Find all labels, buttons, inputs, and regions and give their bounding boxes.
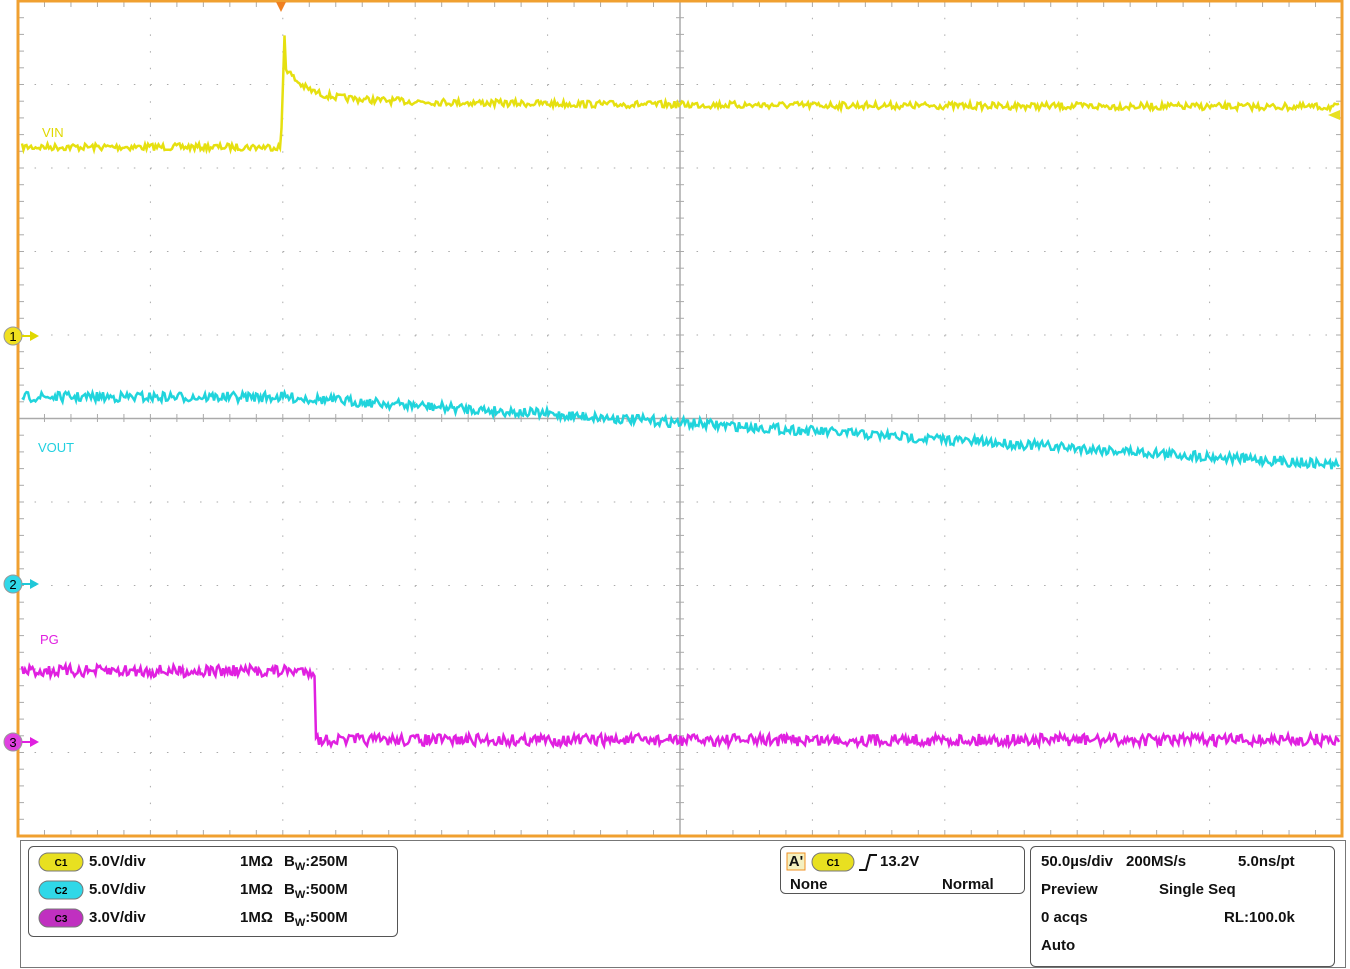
- channel-bandwidth: BW:250M: [284, 853, 348, 873]
- trigger-mode: Normal: [942, 876, 994, 893]
- trace-label: PG: [40, 632, 59, 647]
- marker-label: 2: [9, 577, 16, 592]
- acq-count: 0 acqs: [1041, 909, 1088, 926]
- trigger-mode-auto: Auto: [1041, 937, 1075, 954]
- vout-trace: [21, 388, 1340, 470]
- trigger-box: [780, 846, 1025, 894]
- channel-pill: [38, 880, 84, 900]
- trace-label: VOUT: [38, 440, 74, 455]
- edge-icon: [859, 854, 877, 871]
- channel-marker: 3: [3, 732, 39, 752]
- channel-impedance: 1MΩ: [240, 909, 273, 926]
- graticule: [17, 0, 1342, 836]
- source-pill: [811, 852, 855, 872]
- acq-sequence: Single Seq: [1159, 881, 1236, 898]
- graticule-border: [16, 0, 1344, 838]
- channel-scale: 3.0V/div: [89, 909, 146, 926]
- acquisition-box: [1030, 846, 1335, 967]
- channel-pill: [38, 908, 84, 928]
- pg-trace: [20, 660, 1341, 751]
- resolution: 5.0ns/pt: [1238, 853, 1295, 870]
- trigger-level: [1328, 110, 1340, 120]
- timebase: 50.0µs/div: [1041, 853, 1114, 870]
- vin-trace: [20, 35, 1340, 155]
- acq-state: Preview: [1041, 881, 1098, 898]
- channel-id: C1: [55, 858, 68, 869]
- trigger-position: [276, 2, 286, 12]
- trigger-event-box: [786, 852, 806, 871]
- channel-impedance: 1MΩ: [240, 853, 273, 870]
- channel-scale: 5.0V/div: [89, 853, 146, 870]
- sample-rate: 200MS/s: [1126, 853, 1186, 870]
- record-length: RL:100.0k: [1224, 909, 1296, 926]
- trigger-coupling: None: [790, 876, 828, 893]
- trigger-level-text: 13.2V: [880, 853, 919, 870]
- status-panel: [20, 840, 1346, 968]
- channel-marker: 1: [3, 326, 39, 346]
- marker-label: 3: [9, 735, 16, 750]
- channel-impedance: 1MΩ: [240, 881, 273, 898]
- channel-id: C3: [55, 914, 68, 925]
- channel-bandwidth: BW:500M: [284, 881, 348, 901]
- marker-label: 1: [9, 329, 16, 344]
- trigger-event: A': [789, 853, 803, 870]
- channel-scale: 5.0V/div: [89, 881, 146, 898]
- channel-id: C2: [55, 886, 68, 897]
- trigger-source: C1: [827, 858, 840, 869]
- trace-label: VIN: [42, 125, 64, 140]
- channel-marker: 2: [3, 574, 39, 594]
- waveforms: [20, 35, 1341, 751]
- channel-pill: [38, 852, 84, 872]
- channel-box: [28, 846, 398, 937]
- channel-bandwidth: BW:500M: [284, 909, 348, 929]
